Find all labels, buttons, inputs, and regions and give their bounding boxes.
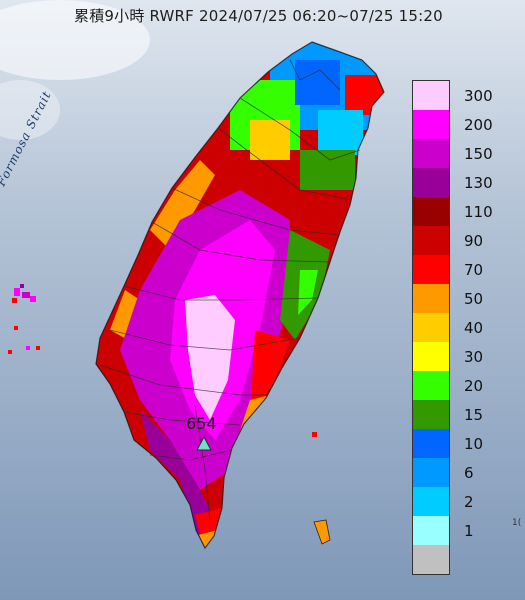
legend-swatch	[413, 226, 449, 255]
legend-swatch	[413, 487, 449, 516]
offshore-island	[312, 432, 331, 545]
legend-label: 30	[464, 348, 484, 366]
legend-swatch	[413, 284, 449, 313]
edge-mark: 1(	[512, 518, 522, 528]
legend-label: 1	[464, 522, 474, 540]
legend-label: 90	[464, 232, 484, 250]
legend-swatch	[413, 168, 449, 197]
legend-label: 2	[464, 493, 474, 511]
legend-swatch	[413, 313, 449, 342]
legend-label: 6	[464, 464, 474, 482]
legend-swatch	[413, 458, 449, 487]
legend-label: 20	[464, 377, 484, 395]
legend-swatch	[413, 516, 449, 545]
legend-label: 40	[464, 319, 484, 337]
legend-label: 150	[464, 145, 493, 163]
legend-swatch	[413, 400, 449, 429]
legend-swatch	[413, 429, 449, 458]
legend-label: 15	[464, 406, 484, 424]
penghu-rain-cells	[8, 284, 40, 354]
legend-color-bar	[412, 80, 450, 575]
legend-swatch	[413, 197, 449, 226]
county-boundaries	[95, 41, 385, 550]
legend-swatch	[413, 342, 449, 371]
legend-swatch	[413, 371, 449, 400]
cloud-haze	[0, 0, 150, 80]
max-rainfall-marker-icon	[196, 435, 212, 451]
map-title: 累積9小時 RWRF 2024/07/25 06:20~07/25 15:20	[74, 7, 443, 25]
taiwan-island	[95, 41, 385, 550]
legend-swatch	[413, 81, 449, 110]
cloud-haze	[0, 80, 60, 140]
legend-label: 70	[464, 261, 484, 279]
legend-swatch	[413, 110, 449, 139]
legend-swatch	[413, 545, 449, 574]
legend-label: 130	[464, 174, 493, 192]
max-rainfall-value: 654	[186, 414, 217, 433]
legend-label: 10	[464, 435, 484, 453]
legend-swatch	[413, 255, 449, 284]
legend-label: 300	[464, 87, 493, 105]
legend-swatch	[413, 139, 449, 168]
legend-label: 50	[464, 290, 484, 308]
legend-label: 200	[464, 116, 493, 134]
legend-label: 110	[464, 203, 493, 221]
